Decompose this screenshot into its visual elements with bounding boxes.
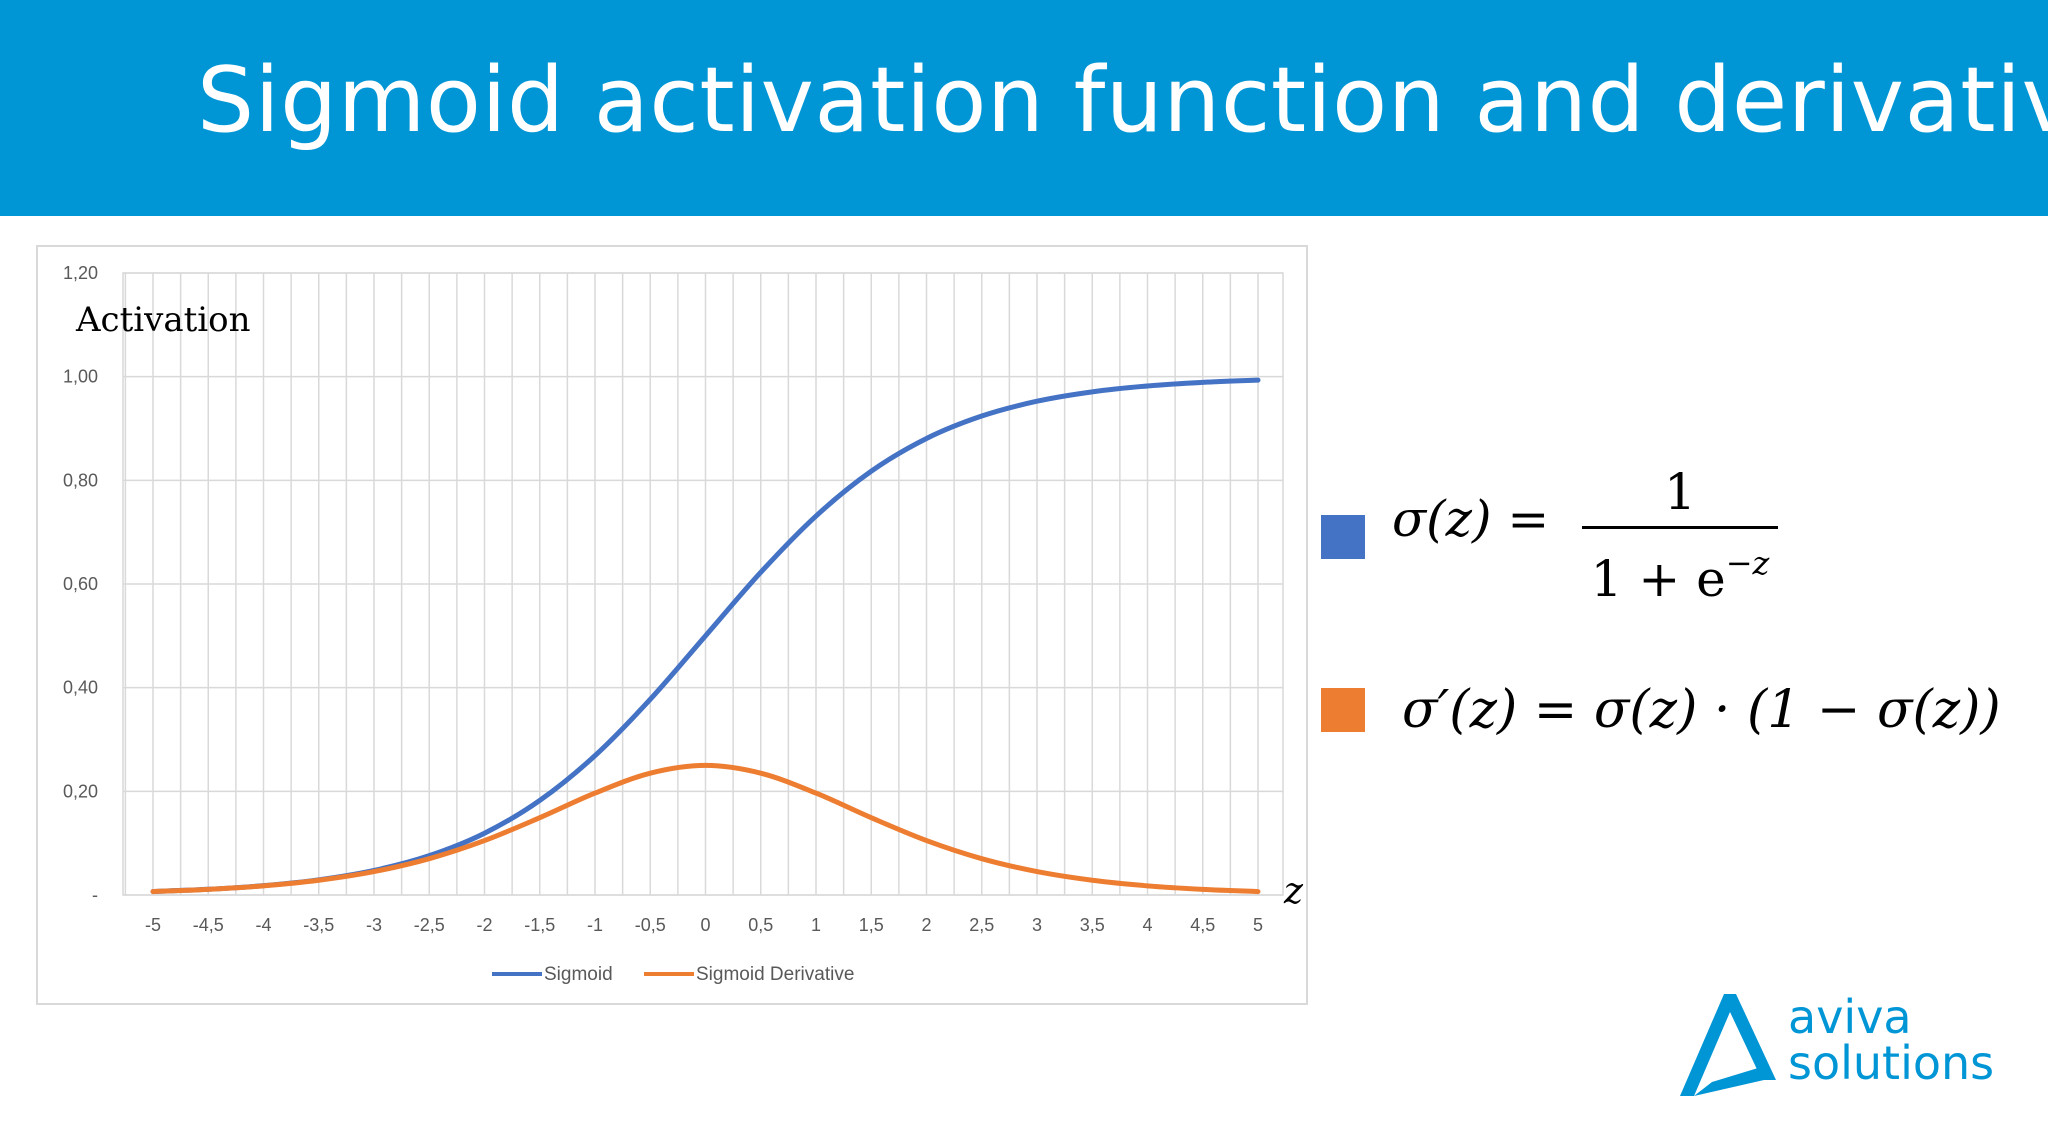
x-tick-label: -3,5: [303, 915, 334, 935]
x-tick-label: -4,5: [193, 915, 224, 935]
x-tick-label: 2: [921, 915, 931, 935]
x-tick-label: -1: [587, 915, 603, 935]
x-tick-label: 0,5: [748, 915, 773, 935]
legend-label-sigmoid: Sigmoid: [544, 964, 613, 985]
plot-area-border: [122, 272, 1284, 896]
x-tick-label: -2: [476, 915, 492, 935]
logo-a-icon: [1680, 994, 1776, 1096]
x-tick-label: -4: [255, 915, 271, 935]
x-tick-label: -1,5: [524, 915, 555, 935]
x-tick-label: 3,5: [1080, 915, 1105, 935]
series-layer: [150, 377, 1261, 895]
x-tick-label: 0: [700, 915, 710, 935]
logo-line-solutions: solutions: [1788, 1036, 1995, 1090]
derivative-color-swatch: [1321, 688, 1365, 732]
x-tick-label: 5: [1253, 915, 1263, 935]
x-tick-label: 4,5: [1190, 915, 1215, 935]
legend-label-derivative: Sigmoid Derivative: [696, 964, 854, 985]
x-tick-label: 4: [1142, 915, 1152, 935]
sigmoid-formula-denominator: 1 + e−z: [1590, 544, 1770, 608]
chart-frame: - 0,20 0,40 0,60 0,80 1,00 1,20 -5 -4,5 -4 -3,5 -3 -…: [36, 245, 1308, 1005]
header-banner: Sigmoid activation function and derivati…: [0, 0, 2048, 216]
x-tick-label: 2,5: [969, 915, 994, 935]
fraction-bar: [1582, 526, 1778, 529]
tick-layer: - 0,20 0,40 0,60 0,80 1,00 1,20 -5 -4,5 -4 -3,5 -3 -…: [63, 263, 1263, 935]
y-tick-label: 1,00: [63, 367, 98, 387]
derivative-formula: σ′(z) = σ(z) · (1 − σ(z)): [1402, 680, 2001, 740]
x-tick-label: -0,5: [635, 915, 666, 935]
y-tick-label: 0,60: [63, 574, 98, 594]
y-tick-label: 0,40: [63, 678, 98, 698]
x-tick-label: 3: [1032, 915, 1042, 935]
sigmoid-formula: σ(z) = 1 1 + e−z: [1392, 463, 1778, 608]
logo-line-aviva: aviva: [1788, 990, 1912, 1044]
company-logo: aviva solutions: [1672, 988, 1994, 1108]
y-axis-title: Activation: [75, 300, 251, 340]
x-tick-label: 1: [811, 915, 821, 935]
y-tick-label: 0,20: [63, 781, 98, 801]
chart-legend: Sigmoid Sigmoid Derivative: [492, 964, 854, 985]
logo-text: aviva solutions: [1788, 994, 1994, 1086]
sigmoid-formula-numerator: 1: [1664, 463, 1696, 521]
x-tick-label: -3: [366, 915, 382, 935]
sigmoid-color-swatch: [1321, 515, 1365, 559]
x-tick-label: -2,5: [414, 915, 445, 935]
page-title: Sigmoid activation function and derivati…: [197, 48, 2048, 153]
y-tick-label: -: [92, 885, 98, 905]
x-tick-label: -5: [145, 915, 161, 935]
line-chart: - 0,20 0,40 0,60 0,80 1,00 1,20 -5 -4,5 -4 -3,5 -3 -…: [63, 263, 1304, 985]
sigmoid-formula-lhs: σ(z) =: [1392, 490, 1550, 548]
derivative-series-line: [150, 762, 1261, 895]
y-tick-label: 0,80: [63, 470, 98, 490]
x-tick-label: 1,5: [859, 915, 884, 935]
y-tick-label: 1,20: [63, 263, 98, 283]
grid-layer: [122, 272, 1284, 896]
x-axis-title: z: [1283, 871, 1304, 912]
sigmoid-formula-fraction: 1 1 + e−z: [1582, 462, 1778, 609]
